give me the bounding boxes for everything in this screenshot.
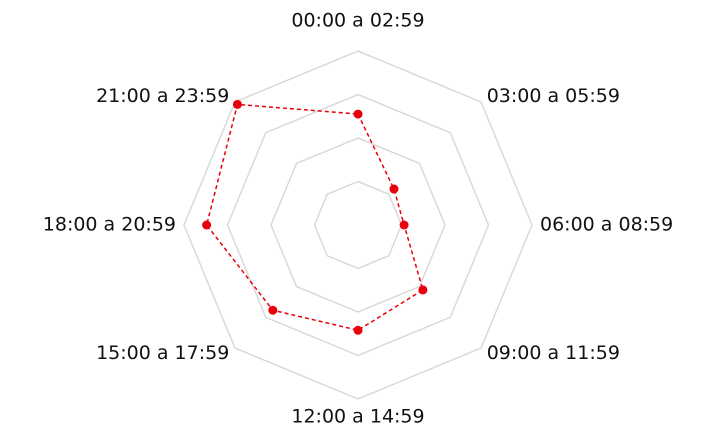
- series-line: [205, 103, 424, 332]
- grid-ring: [270, 137, 446, 313]
- data-point: [268, 305, 278, 315]
- data-point: [202, 220, 212, 230]
- axis-label: 09:00 a 11:59: [487, 342, 620, 364]
- data-point: [232, 99, 242, 109]
- data-point: [353, 325, 363, 335]
- axis-label: 15:00 a 17:59: [96, 342, 229, 364]
- axis-label: 21:00 a 23:59: [96, 85, 229, 107]
- grid-ring: [313, 180, 403, 270]
- axis-label: 06:00 a 08:59: [540, 214, 673, 236]
- axis-label: 00:00 a 02:59: [291, 10, 424, 32]
- data-point: [353, 109, 363, 119]
- axis-label: 12:00 a 14:59: [291, 406, 424, 428]
- data-point: [389, 184, 399, 194]
- data-point: [399, 220, 409, 230]
- data-point: [418, 285, 428, 295]
- axis-label: 03:00 a 05:59: [487, 85, 620, 107]
- grid-ring: [226, 93, 490, 357]
- grid-ring: [183, 50, 533, 400]
- axis-label: 18:00 a 20:59: [43, 214, 176, 236]
